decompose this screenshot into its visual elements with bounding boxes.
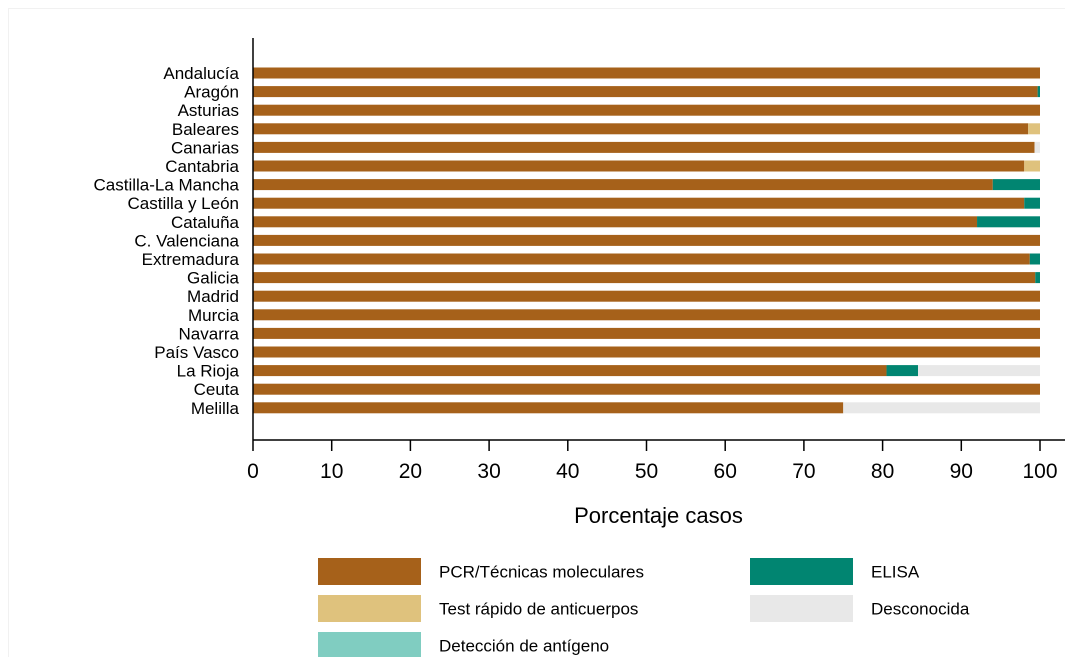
x-tick-label-80: 80 bbox=[871, 460, 894, 483]
bar-melilla-desconocida bbox=[843, 402, 1040, 414]
category-label-navarra: Navarra bbox=[179, 324, 240, 343]
x-tick-label-90: 90 bbox=[950, 460, 973, 483]
legend-label-pcr-tecnicas-moleculares: PCR/Técnicas moleculares bbox=[439, 563, 644, 582]
x-tick-label-40: 40 bbox=[556, 460, 579, 483]
category-label-galicia: Galicia bbox=[187, 269, 240, 288]
bar-aragon-pcr-tecnicas-moleculares bbox=[253, 86, 1038, 98]
category-labels: AndalucíaAragónAsturiasBalearesCanariasC… bbox=[93, 64, 239, 418]
legend-label-deteccion-de-antigeno: Detección de antígeno bbox=[439, 637, 609, 656]
bar-murcia-pcr-tecnicas-moleculares bbox=[253, 309, 1040, 321]
bar-c-valenciana-pcr-tecnicas-moleculares bbox=[253, 234, 1040, 246]
bar-asturias-pcr-tecnicas-moleculares bbox=[253, 104, 1040, 116]
bar-ceuta-pcr-tecnicas-moleculares bbox=[253, 383, 1040, 395]
category-label-asturias: Asturias bbox=[178, 101, 239, 120]
bar-galicia-pcr-tecnicas-moleculares bbox=[253, 272, 1036, 284]
chart-frame bbox=[8, 8, 1065, 657]
legend-swatch-desconocida bbox=[750, 595, 853, 622]
legend: PCR/Técnicas moleculares ELISA Test rápido… bbox=[318, 558, 970, 657]
x-tick-label-10: 10 bbox=[320, 460, 343, 483]
category-label-madrid: Madrid bbox=[187, 287, 239, 306]
x-tick-label-20: 20 bbox=[399, 460, 422, 483]
category-label-cataluna: Cataluña bbox=[171, 213, 240, 232]
bar-navarra-pcr-tecnicas-moleculares bbox=[253, 327, 1040, 339]
bar-melilla-pcr-tecnicas-moleculares bbox=[253, 402, 844, 414]
bar-la-rioja-elisa bbox=[886, 365, 919, 377]
bar-castilla-la-mancha-elisa bbox=[992, 179, 1040, 191]
bar-extremadura-elisa bbox=[1029, 253, 1040, 265]
bar-cantabria-test-rapido-de-anticuerpos bbox=[1024, 160, 1040, 172]
bar-madrid-pcr-tecnicas-moleculares bbox=[253, 290, 1040, 302]
bar-castilla-la-mancha-pcr-tecnicas-moleculares bbox=[253, 179, 993, 191]
bar-canarias-desconocida bbox=[1034, 141, 1040, 153]
category-label-extremadura: Extremadura bbox=[142, 250, 240, 269]
category-label-canarias: Canarias bbox=[171, 138, 239, 157]
bar-baleares-test-rapido-de-anticuerpos bbox=[1028, 123, 1040, 135]
bar-aragon-elisa bbox=[1037, 86, 1040, 98]
x-axis-title: Porcentaje casos bbox=[574, 503, 743, 528]
category-label-castilla-y-leon: Castilla y León bbox=[127, 194, 239, 213]
category-label-baleares: Baleares bbox=[172, 120, 239, 139]
bar-castilla-y-leon-pcr-tecnicas-moleculares bbox=[253, 197, 1025, 209]
legend-label-elisa: ELISA bbox=[871, 563, 920, 582]
legend-swatch-deteccion-de-antigeno bbox=[318, 632, 421, 657]
category-label-pais-vasco: País Vasco bbox=[154, 343, 239, 362]
category-label-murcia: Murcia bbox=[188, 306, 240, 325]
bar-pais-vasco-pcr-tecnicas-moleculares bbox=[253, 346, 1040, 358]
bar-galicia-elisa bbox=[1035, 272, 1040, 284]
bar-castilla-y-leon-elisa bbox=[1024, 197, 1040, 209]
x-tick-label-0: 0 bbox=[247, 460, 259, 483]
category-label-ceuta: Ceuta bbox=[194, 380, 240, 399]
bar-baleares-pcr-tecnicas-moleculares bbox=[253, 123, 1029, 135]
legend-label-test-rapido-de-anticuerpos: Test rápido de anticuerpos bbox=[439, 600, 638, 619]
legend-swatch-elisa bbox=[750, 558, 853, 585]
legend-swatch-pcr-tecnicas-moleculares bbox=[318, 558, 421, 585]
bar-canarias-pcr-tecnicas-moleculares bbox=[253, 141, 1035, 153]
category-label-la-rioja: La Rioja bbox=[177, 362, 240, 381]
bar-andalucia-pcr-tecnicas-moleculares bbox=[253, 67, 1040, 79]
bar-la-rioja-pcr-tecnicas-moleculares bbox=[253, 365, 887, 377]
x-tick-label-50: 50 bbox=[635, 460, 658, 483]
bar-la-rioja-desconocida bbox=[918, 365, 1040, 377]
bar-cantabria-pcr-tecnicas-moleculares bbox=[253, 160, 1025, 172]
category-label-castilla-la-mancha: Castilla-La Mancha bbox=[93, 176, 239, 195]
category-label-andalucia: Andalucía bbox=[163, 64, 239, 83]
x-tick-label-60: 60 bbox=[714, 460, 737, 483]
x-tick-label-100: 100 bbox=[1022, 460, 1057, 483]
bar-cataluna-elisa bbox=[977, 216, 1040, 228]
category-label-cantabria: Cantabria bbox=[165, 157, 239, 176]
bar-cataluna-pcr-tecnicas-moleculares bbox=[253, 216, 978, 228]
legend-swatch-test-rapido-de-anticuerpos bbox=[318, 595, 421, 622]
x-axis-ticks: 0 10 20 30 40 50 60 70 80 90 100 bbox=[247, 440, 1058, 483]
legend-label-desconocida: Desconocida bbox=[871, 600, 970, 619]
x-tick-label-30: 30 bbox=[477, 460, 500, 483]
category-label-melilla: Melilla bbox=[191, 399, 240, 418]
category-label-c-valenciana: C. Valenciana bbox=[134, 231, 239, 250]
x-tick-label-70: 70 bbox=[792, 460, 815, 483]
category-label-aragon: Aragón bbox=[184, 83, 239, 102]
bar-extremadura-pcr-tecnicas-moleculares bbox=[253, 253, 1030, 265]
bars-layer bbox=[253, 67, 1040, 414]
